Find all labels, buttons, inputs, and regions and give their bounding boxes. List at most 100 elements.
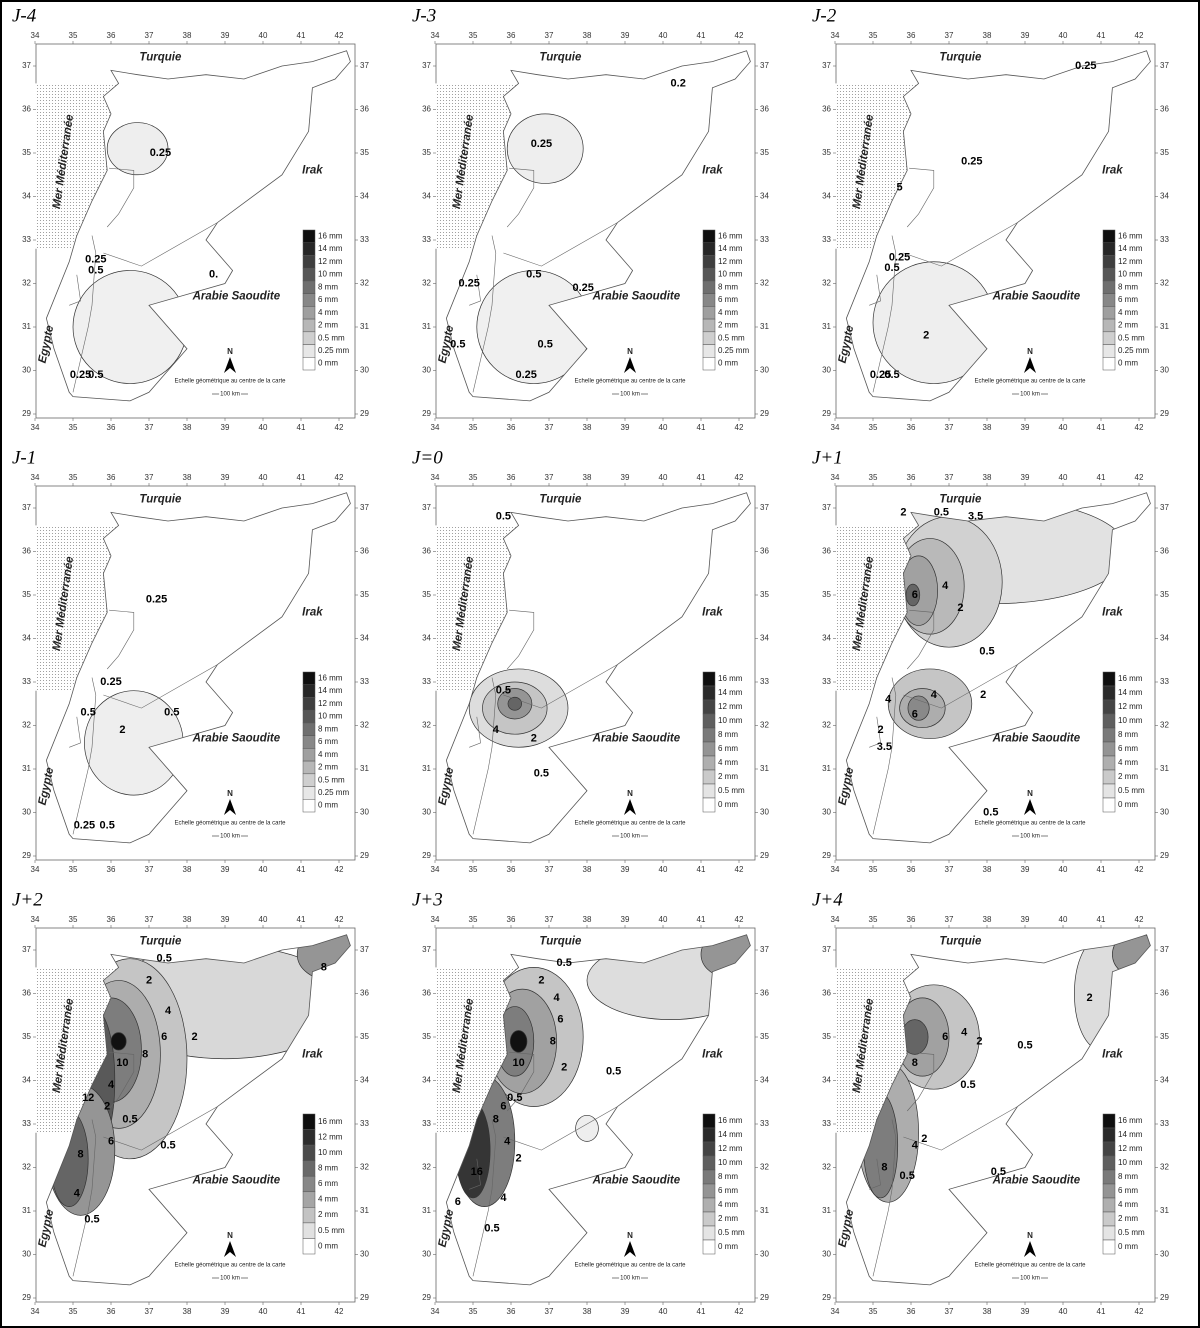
y-tick-label: 32 xyxy=(360,721,369,730)
x-tick-label: 42 xyxy=(1135,31,1144,40)
x-tick-label: 42 xyxy=(335,1307,344,1316)
legend-label: 8 mm xyxy=(1118,282,1138,291)
inner-border xyxy=(872,677,897,835)
sea xyxy=(835,967,919,1133)
y-tick-label: 34 xyxy=(760,634,769,643)
region-label: Turquie xyxy=(139,493,182,505)
y-tick-label: 33 xyxy=(22,677,31,686)
legend-label: 16 mm xyxy=(718,674,743,683)
y-tick-label: 33 xyxy=(822,677,831,686)
region-label: Turquie xyxy=(539,935,582,947)
legend-label: 4 mm xyxy=(1118,308,1138,317)
legend-swatch xyxy=(1102,242,1116,256)
y-tick-label: 37 xyxy=(822,503,831,512)
x-tick-label: 35 xyxy=(869,473,878,482)
x-tick-label: 39 xyxy=(221,423,230,432)
precipitation-layers xyxy=(861,498,1128,739)
y-tick-label: 34 xyxy=(822,192,831,201)
contour-label: 2 xyxy=(980,689,986,701)
north-arrow xyxy=(224,799,236,815)
x-tick-label: 36 xyxy=(507,915,516,924)
x-tick-label: 38 xyxy=(583,865,592,874)
legend-label: 2 mm xyxy=(718,1214,738,1223)
legend-label: 8 mm xyxy=(318,724,338,733)
y-tick-label: 29 xyxy=(1160,851,1169,860)
x-tick-label: 36 xyxy=(107,473,116,482)
x-tick-label: 41 xyxy=(297,31,306,40)
y-tick-label: 36 xyxy=(1160,547,1169,556)
y-tick-label: 31 xyxy=(422,764,431,773)
contour-label: 0.5 xyxy=(84,1214,99,1226)
north-label: N xyxy=(1027,1231,1033,1240)
x-tick-label: 42 xyxy=(1135,915,1144,924)
contour-label: 4 xyxy=(108,1079,115,1091)
legend-swatch xyxy=(702,1183,716,1199)
y-tick-label: 31 xyxy=(22,322,31,331)
x-tick-label: 40 xyxy=(259,915,268,924)
y-tick-label: 33 xyxy=(422,235,431,244)
legend-label: 4 mm xyxy=(1118,758,1138,767)
x-tick-label: 36 xyxy=(107,423,116,432)
x-tick-label: 38 xyxy=(583,31,592,40)
sea xyxy=(435,83,519,249)
scale-length: 100 km xyxy=(220,392,240,398)
panel-title: J-2 xyxy=(812,5,837,26)
y-tick-label: 36 xyxy=(1160,989,1169,998)
contour-label: 4 xyxy=(931,689,938,701)
panel-title: J-3 xyxy=(412,5,436,26)
x-tick-label: 34 xyxy=(831,915,840,924)
y-tick-label: 37 xyxy=(22,945,31,954)
contour-label: 0.5 xyxy=(934,506,949,518)
x-tick-label: 36 xyxy=(907,473,916,482)
legend-swatch xyxy=(1102,318,1116,333)
x-tick-label: 40 xyxy=(1059,1307,1068,1316)
inner-border xyxy=(506,1051,535,1112)
legend-label: 14 mm xyxy=(1118,244,1143,253)
legend-swatch xyxy=(1102,1225,1116,1241)
contour-label: 8 xyxy=(321,961,327,973)
legend-swatch xyxy=(302,684,316,698)
contour-label: 12 xyxy=(82,1092,94,1104)
country-border xyxy=(845,492,1151,844)
y-tick-label: 29 xyxy=(360,1293,369,1302)
y-tick-label: 31 xyxy=(1160,764,1169,773)
legend-swatch xyxy=(1102,1169,1116,1185)
country-border xyxy=(45,934,351,1286)
inner-border xyxy=(469,274,481,306)
legend-label: 12 mm xyxy=(318,1132,343,1141)
country-border xyxy=(45,50,351,402)
legend-swatch xyxy=(302,760,316,775)
y-tick-label: 31 xyxy=(760,322,769,331)
contour-label: 6 xyxy=(455,1196,461,1208)
legend-label: 4 mm xyxy=(318,1195,338,1204)
contour-label: 0.5 xyxy=(164,706,179,718)
contour-label: 2 xyxy=(104,1101,110,1113)
legend-swatch xyxy=(1102,1127,1116,1143)
legend-swatch xyxy=(302,799,316,813)
y-tick-label: 33 xyxy=(360,1119,369,1128)
contour-label: 0.5 xyxy=(534,767,549,779)
legend-swatch xyxy=(702,769,716,785)
contour-label: 2 xyxy=(976,1035,982,1047)
x-tick-label: 37 xyxy=(945,1307,954,1316)
x-tick-label: 34 xyxy=(831,423,840,432)
legend-label: 12 mm xyxy=(1118,257,1143,266)
legend-label: 0.5 mm xyxy=(318,775,345,784)
x-tick-label: 37 xyxy=(145,915,154,924)
y-tick-label: 35 xyxy=(822,1032,831,1041)
contour-label: 0.5 xyxy=(100,819,115,831)
x-tick-label: 37 xyxy=(145,1307,154,1316)
y-tick-label: 33 xyxy=(1160,235,1169,244)
y-tick-label: 29 xyxy=(822,851,831,860)
x-tick-label: 40 xyxy=(659,473,668,482)
precipitation-layers xyxy=(872,261,995,384)
legend-swatch xyxy=(1102,1155,1116,1171)
y-tick-label: 34 xyxy=(422,192,431,201)
x-tick-label: 42 xyxy=(335,865,344,874)
contour-label: 0.5 xyxy=(557,957,572,969)
legend-swatch xyxy=(302,1207,316,1224)
legend-swatch xyxy=(302,1191,316,1208)
x-tick-label: 39 xyxy=(1021,915,1030,924)
sea xyxy=(835,83,919,249)
